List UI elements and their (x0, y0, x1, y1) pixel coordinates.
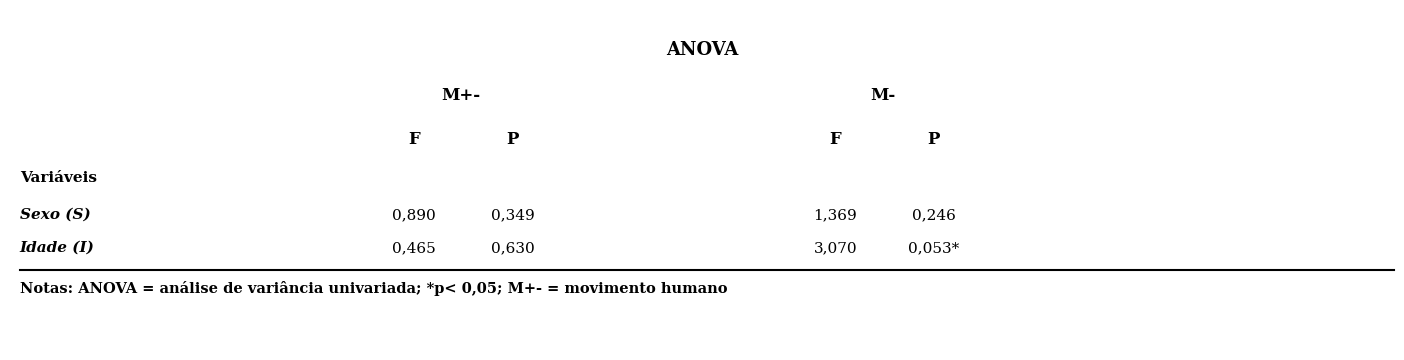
Text: M+-: M+- (441, 86, 480, 104)
Text: M-: M- (870, 86, 896, 104)
Text: 3,070: 3,070 (813, 241, 858, 255)
Text: 0,630: 0,630 (490, 241, 535, 255)
Text: P: P (928, 131, 939, 148)
Text: 0,890: 0,890 (392, 208, 437, 222)
Text: Idade (I): Idade (I) (20, 241, 94, 255)
Text: F: F (830, 131, 841, 148)
Text: 0,053*: 0,053* (908, 241, 959, 255)
Text: Notas: ANOVA = análise de variância univariada; *p< 0,05; M+- = movimento humano: Notas: ANOVA = análise de variância univ… (20, 280, 727, 296)
Text: Variáveis: Variáveis (20, 171, 97, 185)
Text: 0,246: 0,246 (911, 208, 956, 222)
Text: 1,369: 1,369 (813, 208, 858, 222)
Text: F: F (409, 131, 420, 148)
Text: P: P (507, 131, 518, 148)
Text: Sexo (S): Sexo (S) (20, 208, 90, 222)
Text: 0,349: 0,349 (490, 208, 535, 222)
Text: ANOVA: ANOVA (665, 41, 739, 59)
Text: 0,465: 0,465 (392, 241, 437, 255)
